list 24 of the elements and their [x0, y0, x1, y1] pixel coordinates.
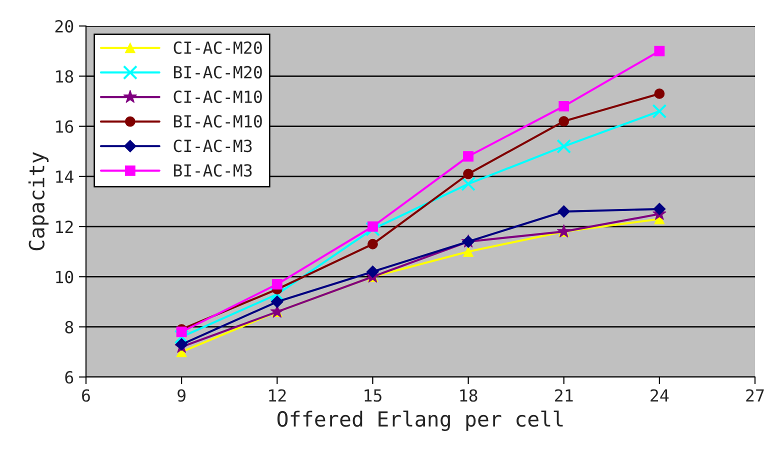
y-tick-label: 6 [65, 371, 74, 384]
x-tick-label: 6 [82, 389, 90, 402]
y-axis-title: Capacity [28, 152, 49, 250]
x-tick-label: 24 [650, 389, 669, 402]
legend-label: BI-AC-M3 [174, 164, 252, 177]
x-tick-label: 15 [364, 389, 382, 402]
y-tick-label: 10 [56, 270, 74, 284]
legend-label: CI-AC-M20 [174, 41, 262, 54]
x-axis-title: Offered Erlang per cell [277, 410, 563, 431]
legend-label: CI-AC-M10 [174, 90, 262, 104]
legend-label: BI-AC-M20 [174, 66, 262, 79]
y-tick-label: 8 [65, 320, 74, 334]
legend-label: CI-AC-M3 [174, 140, 252, 152]
y-tick-label: 18 [56, 70, 74, 83]
x-tick-label: 18 [460, 389, 478, 402]
x-tick-label: 9 [178, 389, 186, 402]
y-tick-label: 20 [55, 20, 74, 33]
legend-label: BI-AC-M10 [174, 115, 262, 128]
y-tick-label: 12 [56, 220, 73, 233]
x-tick-label: 21 [555, 389, 573, 402]
x-tick-label: 27 [746, 389, 764, 402]
y-tick-label: 14 [56, 170, 74, 183]
x-tick-label: 12 [269, 389, 286, 402]
y-tick-label: 16 [56, 120, 74, 133]
